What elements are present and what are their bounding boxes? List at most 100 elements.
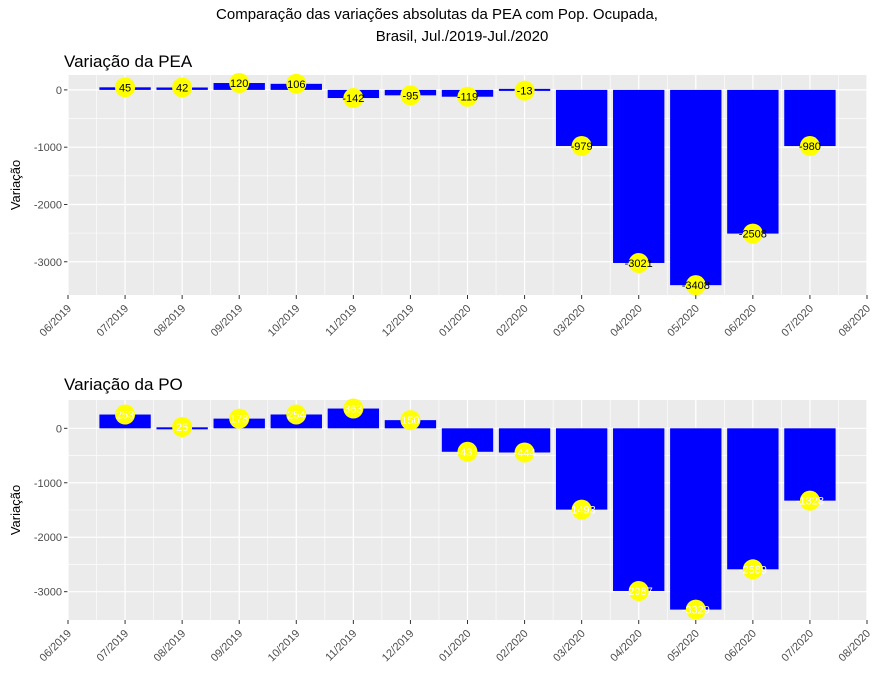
data-point-marker bbox=[514, 442, 535, 463]
data-label: -3021 bbox=[625, 258, 653, 270]
y-tick-label: -1000 bbox=[34, 142, 62, 154]
bar-05-2020 bbox=[670, 428, 722, 610]
data-label: -2987 bbox=[625, 586, 653, 598]
data-point-marker bbox=[457, 86, 478, 107]
data-label: 363 bbox=[344, 404, 362, 416]
y-axis-title: Variação bbox=[8, 485, 23, 535]
data-point-marker bbox=[286, 404, 307, 425]
po-chart-panel: Variação da PO 0 -1000 -2000 -3000 06/2019 07/… bbox=[8, 375, 873, 664]
y-tick-label: 0 bbox=[56, 85, 62, 97]
data-point-marker bbox=[571, 135, 592, 156]
x-tick-label: 06/2020 bbox=[722, 303, 759, 340]
x-tick-label: 10/2019 bbox=[266, 303, 303, 340]
data-label: -2589 bbox=[739, 564, 767, 576]
pea-chart-panel: Variação da PEA 0 -1000 -2000 -3000 06/2019 07… bbox=[8, 52, 873, 339]
data-label: 253 bbox=[116, 410, 134, 422]
data-point-marker bbox=[685, 275, 706, 296]
bar-04-2020 bbox=[613, 89, 665, 263]
x-tick-label: 08/2020 bbox=[837, 303, 874, 340]
data-point-marker bbox=[115, 404, 136, 425]
chart-title-line-2: Brasil, Jul./2019-Jul./2020 bbox=[376, 28, 549, 45]
data-label: -1328 bbox=[796, 496, 824, 508]
data-label: -2508 bbox=[739, 229, 767, 241]
data-point-marker bbox=[400, 410, 421, 431]
data-point-marker bbox=[115, 77, 136, 98]
data-label: -13 bbox=[517, 86, 533, 98]
x-tick-label: 03/2020 bbox=[551, 628, 588, 665]
y-tick-label: -3000 bbox=[34, 257, 62, 269]
bar-03-2020 bbox=[555, 428, 608, 510]
pea-panel-title: Variação da PEA bbox=[64, 52, 193, 71]
x-tick-label: 03/2020 bbox=[551, 303, 588, 340]
y-tick-label: -1000 bbox=[34, 478, 62, 490]
x-tick-label: 09/2019 bbox=[209, 628, 246, 665]
data-label: 120 bbox=[230, 78, 248, 90]
data-label: -444 bbox=[514, 447, 536, 459]
data-label: -1493 bbox=[568, 505, 596, 517]
data-point-marker bbox=[685, 599, 706, 620]
data-point-marker bbox=[742, 223, 763, 244]
data-label: -431 bbox=[456, 447, 478, 459]
x-tick-label: 06/2020 bbox=[722, 628, 759, 665]
data-label: 106 bbox=[287, 79, 305, 91]
x-tick-label: 05/2020 bbox=[665, 628, 702, 665]
x-tick-label: 08/2019 bbox=[152, 303, 189, 340]
x-tick-label: 06/2019 bbox=[38, 303, 75, 340]
data-point-marker bbox=[571, 499, 592, 520]
data-point-marker bbox=[172, 416, 193, 437]
data-label: 150 bbox=[401, 415, 419, 427]
data-point-marker bbox=[343, 88, 364, 109]
data-label: -119 bbox=[457, 92, 478, 104]
x-tick-label: 07/2020 bbox=[779, 628, 816, 665]
data-point-marker bbox=[628, 252, 649, 273]
bar-07-2020 bbox=[784, 428, 836, 501]
x-tick-label: 02/2020 bbox=[494, 303, 531, 340]
bar-05-2020 bbox=[670, 89, 722, 286]
data-point-marker bbox=[229, 408, 250, 429]
y-tick-label: -2000 bbox=[34, 532, 62, 544]
data-point-marker bbox=[799, 490, 820, 511]
data-label: -3329 bbox=[682, 605, 710, 617]
x-tick-label: 07/2019 bbox=[95, 303, 132, 340]
data-point-marker bbox=[799, 136, 820, 157]
x-tick-label: 04/2020 bbox=[608, 303, 645, 340]
y-tick-label: -2000 bbox=[34, 199, 62, 211]
x-tick-label: 06/2019 bbox=[38, 628, 75, 665]
data-point-marker bbox=[172, 77, 193, 98]
po-panel-title: Variação da PO bbox=[64, 375, 183, 394]
data-label: 45 bbox=[119, 82, 131, 94]
data-point-marker bbox=[229, 73, 250, 94]
data-label: -142 bbox=[342, 93, 364, 105]
data-label: -3408 bbox=[682, 280, 710, 292]
x-tick-label: 12/2019 bbox=[380, 303, 417, 340]
data-point-marker bbox=[343, 398, 364, 419]
data-point-marker bbox=[742, 559, 763, 580]
data-label: 25 bbox=[176, 422, 188, 434]
x-tick-label: 07/2020 bbox=[779, 303, 816, 340]
x-tick-label: 11/2019 bbox=[323, 303, 359, 339]
x-tick-label: 05/2020 bbox=[665, 303, 702, 340]
bar-04-2020 bbox=[613, 428, 665, 591]
x-tick-label: 01/2020 bbox=[437, 628, 474, 665]
x-tick-label: 02/2020 bbox=[494, 628, 531, 665]
data-label: 254 bbox=[287, 409, 305, 421]
data-label: -979 bbox=[571, 141, 593, 153]
x-tick-label: 07/2019 bbox=[95, 628, 132, 665]
x-tick-label: 08/2019 bbox=[152, 628, 189, 665]
y-tick-label: 0 bbox=[56, 423, 62, 435]
bar-01-2020 bbox=[441, 428, 494, 452]
data-point-marker bbox=[400, 85, 421, 106]
x-tick-label: 01/2020 bbox=[437, 303, 474, 340]
bar-06-2020 bbox=[727, 428, 779, 570]
data-point-marker bbox=[628, 580, 649, 601]
data-label: 42 bbox=[176, 82, 188, 94]
x-tick-label: 08/2020 bbox=[837, 628, 874, 665]
data-label: 178 bbox=[230, 414, 248, 426]
x-tick-label: 12/2019 bbox=[380, 628, 417, 665]
data-point-marker bbox=[457, 441, 478, 462]
x-tick-label: 04/2020 bbox=[608, 628, 645, 665]
bar-06-2020 bbox=[727, 89, 779, 234]
x-tick-label: 09/2019 bbox=[209, 303, 246, 340]
data-label: -95 bbox=[402, 90, 418, 102]
